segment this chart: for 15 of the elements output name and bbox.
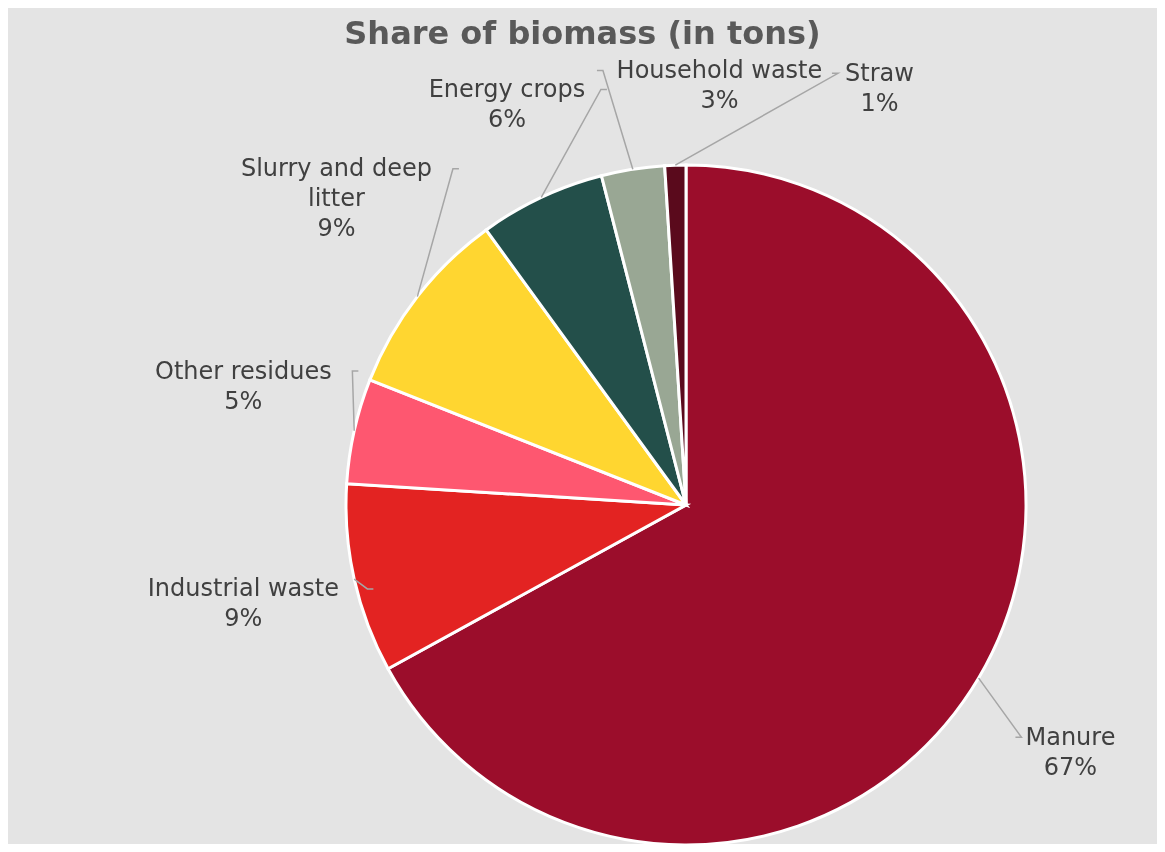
- data-label: 67%: [1043, 752, 1098, 781]
- data-label: 5%: [224, 386, 263, 415]
- slice-label: Manure: [1025, 722, 1116, 751]
- data-label: 1%: [860, 88, 899, 117]
- chart-title: Share of biomass (in tons): [343, 14, 822, 52]
- slice-label: Energy crops: [428, 74, 586, 103]
- slice-label: Slurry and deep litter: [240, 154, 432, 213]
- data-label: 9%: [317, 214, 356, 243]
- data-label: 9%: [224, 604, 263, 633]
- slice-label: Industrial waste: [147, 574, 339, 603]
- data-label: 3%: [700, 86, 739, 115]
- slice-label: Household waste: [616, 56, 823, 85]
- slice-label: Straw: [845, 58, 914, 87]
- slice-label: Other residues: [154, 356, 332, 385]
- data-label: 6%: [487, 104, 526, 133]
